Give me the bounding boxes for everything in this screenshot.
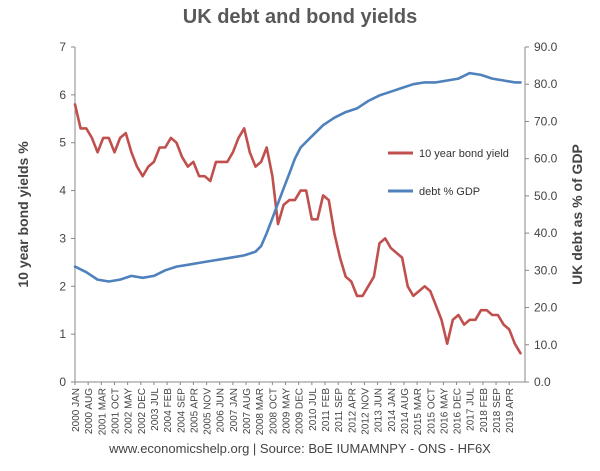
y-tick-label-right: 30.0 — [534, 263, 558, 277]
y-tick-label-left: 0 — [59, 375, 66, 389]
x-tick-label: 2014 JAN — [387, 388, 398, 432]
x-tick-label: 2004 SEP — [176, 388, 187, 433]
x-tick-label: 2000 AUG — [84, 388, 95, 434]
x-tick-label: 2016 MAY — [439, 388, 450, 434]
x-tick-label: 2005 NOV — [203, 388, 214, 435]
x-tick-label: 2009 MAY — [282, 388, 293, 434]
x-tick-label: 2015 MAR — [413, 388, 424, 435]
y-tick-label-left: 1 — [59, 327, 66, 341]
y-tick-label-left: 2 — [59, 279, 66, 293]
x-tick-label: 2018 FEB — [479, 388, 490, 433]
x-tick-label: 2015 OCT — [426, 388, 437, 434]
y-tick-label-right: 10.0 — [534, 338, 558, 352]
chart-title: UK debt and bond yields — [182, 6, 418, 28]
x-tick-label: 2007 AUG — [242, 388, 253, 434]
x-tick-label: 2019 APR — [505, 388, 516, 433]
y-tick-label-right: 60.0 — [534, 152, 558, 166]
legend: 10 year bond yield debt % GDP — [388, 148, 509, 198]
legend-label: 10 year bond yield — [419, 148, 509, 160]
y-axis-label-right: UK debt as % of GDP — [569, 144, 585, 285]
y-axis-label-left: 10 year bond yields % — [15, 141, 31, 288]
x-tick-label: 2001 OCT — [110, 388, 121, 434]
y-tick-label-left: 6 — [59, 88, 66, 102]
x-tick-label: 2003 JUL — [150, 388, 161, 431]
x-tick-label: 2012 NOV — [360, 388, 371, 435]
y-tick-label-left: 4 — [59, 184, 66, 198]
series-layer — [73, 71, 522, 355]
x-tick-label: 2006 JUN — [216, 388, 227, 432]
x-tick-label: 2010 JUL — [308, 388, 319, 431]
x-tick-label: 2008 OCT — [268, 388, 279, 434]
x-tick-label: 2009 DEC — [295, 388, 306, 434]
source-note: www.economicshelp.org | Source: BoE IUMA… — [109, 441, 491, 456]
x-tick-label: 2014 AUG — [400, 388, 411, 434]
x-tick-label: 2004 FEB — [163, 388, 174, 433]
y-tick-label-right: 40.0 — [534, 226, 558, 240]
y-tick-label-left: 7 — [59, 40, 66, 54]
x-tick-label: 2002 DEC — [137, 388, 148, 434]
x-tick-label: 2007 JAN — [229, 388, 240, 432]
series-line-10-year-bond-yield — [73, 103, 522, 355]
y-tick-label-right: 0.0 — [534, 375, 551, 389]
y-tick-label-right: 80.0 — [534, 77, 558, 91]
axes-layer: 012345670.010.020.030.040.050.060.070.08… — [15, 40, 585, 435]
legend-label: debt % GDP — [419, 186, 480, 198]
x-tick-label: 2000 JAN — [71, 388, 82, 432]
x-tick-label: 2011 FEB — [321, 388, 332, 432]
x-tick-label: 2005 APR — [189, 388, 200, 433]
y-tick-label-left: 5 — [59, 136, 66, 150]
x-tick-label: 2013 JUN — [374, 388, 385, 432]
series-line-debt-gdp — [73, 71, 522, 283]
x-tick-label: 2018 SEP — [492, 388, 503, 433]
y-tick-label-right: 50.0 — [534, 189, 558, 203]
x-tick-label: 2012 APR — [347, 388, 358, 433]
x-tick-label: 2016 DEC — [453, 388, 464, 434]
y-tick-label-right: 20.0 — [534, 301, 558, 315]
x-tick-label: 2017 JUL — [466, 388, 477, 431]
x-tick-label: 2008 MAR — [255, 388, 266, 435]
x-tick-label: 2001 MAR — [97, 388, 108, 435]
y-tick-label-right: 70.0 — [534, 114, 558, 128]
y-tick-label-left: 3 — [59, 231, 66, 245]
y-tick-label-right: 90.0 — [534, 40, 558, 54]
x-tick-label: 2011 SEP — [334, 388, 345, 433]
x-tick-label: 2002 MAY — [124, 388, 135, 434]
